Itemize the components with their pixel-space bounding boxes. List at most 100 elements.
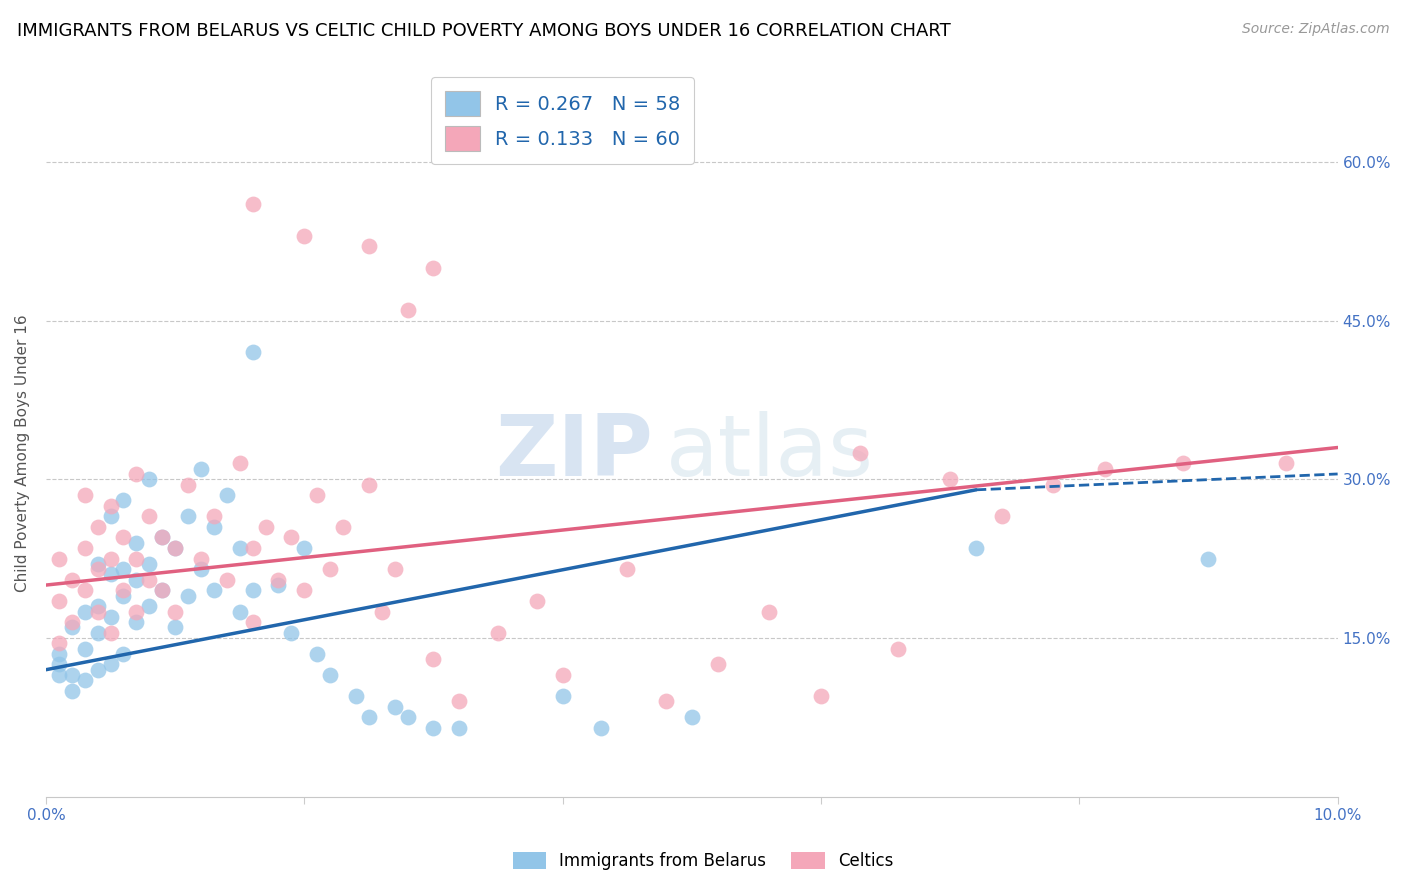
- Text: Source: ZipAtlas.com: Source: ZipAtlas.com: [1241, 22, 1389, 37]
- Point: [125, 551, 148, 566]
- Point: [371, 605, 394, 619]
- Point: [48, 668, 70, 682]
- Point: [551, 668, 574, 682]
- Point: [228, 605, 250, 619]
- Point: [86, 625, 108, 640]
- Point: [48, 551, 70, 566]
- Point: [60, 573, 83, 587]
- Point: [100, 609, 122, 624]
- Point: [242, 197, 264, 211]
- Point: [48, 636, 70, 650]
- Point: [190, 551, 212, 566]
- Point: [190, 461, 212, 475]
- Text: IMMIGRANTS FROM BELARUS VS CELTIC CHILD POVERTY AMONG BOYS UNDER 16 CORRELATION : IMMIGRANTS FROM BELARUS VS CELTIC CHILD …: [17, 22, 950, 40]
- Point: [165, 541, 187, 555]
- Point: [551, 689, 574, 703]
- Point: [73, 541, 96, 555]
- Point: [422, 652, 444, 666]
- Point: [486, 625, 509, 640]
- Point: [215, 488, 238, 502]
- Point: [100, 499, 122, 513]
- Point: [202, 583, 225, 598]
- Point: [357, 710, 380, 724]
- Point: [112, 647, 135, 661]
- Point: [307, 488, 329, 502]
- Point: [138, 557, 160, 571]
- Point: [86, 520, 108, 534]
- Point: [125, 535, 148, 549]
- Point: [319, 562, 342, 576]
- Point: [344, 689, 367, 703]
- Point: [86, 599, 108, 614]
- Point: [190, 562, 212, 576]
- Point: [165, 541, 187, 555]
- Point: [100, 551, 122, 566]
- Point: [681, 710, 703, 724]
- Point: [138, 509, 160, 524]
- Text: ZIP: ZIP: [495, 411, 652, 494]
- Point: [267, 578, 290, 592]
- Point: [319, 668, 342, 682]
- Point: [422, 260, 444, 275]
- Point: [100, 509, 122, 524]
- Point: [112, 493, 135, 508]
- Point: [422, 721, 444, 735]
- Point: [48, 657, 70, 672]
- Point: [810, 689, 832, 703]
- Point: [384, 699, 406, 714]
- Point: [228, 456, 250, 470]
- Point: [939, 472, 962, 486]
- Point: [242, 345, 264, 359]
- Point: [112, 562, 135, 576]
- Point: [86, 663, 108, 677]
- Point: [706, 657, 728, 672]
- Point: [125, 573, 148, 587]
- Point: [396, 710, 419, 724]
- Point: [292, 541, 315, 555]
- Point: [86, 562, 108, 576]
- Point: [125, 467, 148, 481]
- Point: [848, 446, 870, 460]
- Point: [138, 573, 160, 587]
- Text: atlas: atlas: [666, 411, 875, 494]
- Point: [1171, 456, 1194, 470]
- Point: [449, 694, 471, 708]
- Point: [526, 594, 548, 608]
- Point: [267, 573, 290, 587]
- Point: [307, 647, 329, 661]
- Point: [357, 477, 380, 491]
- Point: [125, 615, 148, 629]
- Point: [73, 488, 96, 502]
- Point: [242, 615, 264, 629]
- Point: [1275, 456, 1298, 470]
- Point: [1042, 477, 1064, 491]
- Point: [138, 472, 160, 486]
- Point: [112, 583, 135, 598]
- Point: [150, 583, 173, 598]
- Point: [60, 620, 83, 634]
- Point: [965, 541, 987, 555]
- Point: [215, 573, 238, 587]
- Point: [396, 302, 419, 317]
- Point: [202, 520, 225, 534]
- Point: [177, 509, 200, 524]
- Point: [242, 541, 264, 555]
- Point: [292, 228, 315, 243]
- Point: [73, 673, 96, 688]
- Point: [100, 567, 122, 582]
- Point: [100, 625, 122, 640]
- Point: [177, 589, 200, 603]
- Point: [165, 620, 187, 634]
- Point: [73, 641, 96, 656]
- Point: [887, 641, 910, 656]
- Point: [1198, 551, 1220, 566]
- Point: [150, 531, 173, 545]
- Point: [991, 509, 1014, 524]
- Point: [73, 605, 96, 619]
- Point: [112, 531, 135, 545]
- Point: [112, 589, 135, 603]
- Point: [86, 557, 108, 571]
- Point: [332, 520, 354, 534]
- Point: [165, 605, 187, 619]
- Point: [655, 694, 678, 708]
